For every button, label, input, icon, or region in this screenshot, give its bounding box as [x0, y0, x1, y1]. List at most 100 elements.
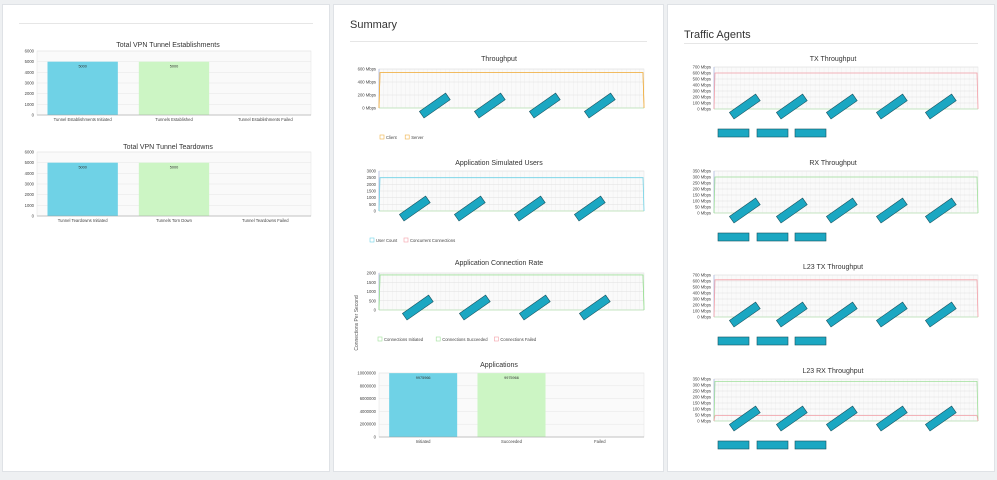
- x-tick-tag: [418, 92, 451, 119]
- y-tick-label: 400 Mbps: [358, 80, 376, 85]
- x-tick-tag: [775, 301, 808, 328]
- series-line: [713, 380, 979, 422]
- vpn-panel: Total VPN Tunnel Establishments 0 1000 200…: [2, 4, 330, 472]
- x-tick-label: Tunnels Established: [155, 117, 193, 122]
- y-tick-label: 150 Mbps: [693, 401, 711, 406]
- x-tick-tag: [578, 294, 611, 321]
- y-tick-label: 250 Mbps: [693, 389, 711, 394]
- series-line: [378, 177, 645, 212]
- y-tick-label: 400 Mbps: [693, 291, 711, 296]
- series-line: [378, 274, 645, 311]
- chart-tunnel-establishments: Total VPN Tunnel Establishments 0 1000 200…: [25, 42, 312, 122]
- legend-tag: [756, 232, 789, 242]
- x-tick-tag: [573, 195, 606, 222]
- bar: [47, 61, 118, 115]
- legend-entry: Concurrent Connections: [410, 238, 455, 243]
- y-tick-label: 4000000: [360, 409, 377, 414]
- x-tick-tag: [924, 405, 957, 432]
- legend-tag: [794, 232, 827, 242]
- y-tick-label: 200 Mbps: [693, 303, 711, 308]
- legend-entry: Connections Failed: [500, 337, 537, 342]
- y-tick-label: 8000000: [360, 383, 377, 388]
- panel-divider: [19, 23, 313, 24]
- legend-tag: [794, 128, 827, 138]
- bar-value-label: 5000: [170, 65, 178, 69]
- x-tick-label: Tunnel Establishments Failed: [238, 117, 293, 122]
- x-tick-tag: [728, 93, 761, 120]
- legend-tag: [717, 232, 750, 242]
- x-tick-tag: [875, 301, 908, 328]
- x-tick-tag: [825, 197, 858, 224]
- x-tick-label: Tunnel Teardowns Failed: [242, 218, 289, 223]
- y-tick-label: 100 Mbps: [693, 309, 711, 314]
- chart-connection-rate: Application Connection Rate Connections …: [354, 260, 645, 351]
- y-tick-label: 1000: [367, 195, 377, 200]
- y-tick-label: 150 Mbps: [693, 193, 711, 198]
- legend-entry: Connections Succeeded: [442, 337, 488, 342]
- chart-title: L23 TX Throughput: [803, 264, 863, 271]
- y-tick-label: 0 Mbps: [697, 419, 711, 424]
- chart-applications: Applications 0 2000000 4000000 6000000 80000…: [357, 362, 645, 444]
- legend-tag: [794, 440, 827, 450]
- legend-tag: [717, 440, 750, 450]
- y-tick-label: 10000000: [357, 371, 376, 376]
- x-tick-tag: [513, 195, 546, 222]
- y-tick-label: 500 Mbps: [693, 77, 711, 82]
- y-tick-label: 3000: [367, 169, 377, 174]
- legend-tag: [717, 128, 750, 138]
- y-tick-label: 350 Mbps: [693, 377, 711, 382]
- bar: [138, 162, 210, 216]
- y-tick-label: 1000: [25, 203, 35, 208]
- y-tick-label: 600 Mbps: [693, 71, 711, 76]
- y-tick-label: 2000: [25, 91, 35, 96]
- y-tick-label: 0: [32, 214, 35, 219]
- y-tick-label: 300 Mbps: [693, 383, 711, 388]
- x-tick-tag: [458, 294, 491, 321]
- x-tick-tag: [775, 197, 808, 224]
- y-tick-label: 350 Mbps: [693, 169, 711, 174]
- y-tick-label: 2000: [25, 192, 35, 197]
- legend-entry: Client: [386, 135, 398, 140]
- x-tick-label: Tunnels Torn Down: [156, 218, 193, 223]
- legend-entry: Server: [411, 135, 424, 140]
- x-tick-tag: [775, 405, 808, 432]
- y-tick-label: 100 Mbps: [693, 199, 711, 204]
- x-tick-tag: [528, 92, 561, 119]
- panel-title: Summary: [350, 19, 398, 31]
- series-line: [713, 176, 979, 214]
- y-tick-label: 5000: [25, 160, 35, 165]
- bar-chart-body: 0 1000 2000 3000 4000 5000 6000 5000 Tunnel Esta…: [25, 49, 312, 122]
- y-tick-label: 200 Mbps: [693, 395, 711, 400]
- y-tick-label: 3000: [25, 81, 35, 86]
- panel-divider: [684, 43, 978, 44]
- x-tick-tag: [775, 93, 808, 120]
- y-tick-label: 1000: [25, 102, 35, 107]
- y-tick-label: 5000: [25, 59, 35, 64]
- y-tick-label: 250 Mbps: [693, 181, 711, 186]
- summary-panel: Summary Throughput 0 Mbps 200 Mbps 400 Mbp…: [333, 4, 664, 472]
- x-tick-tag: [825, 93, 858, 120]
- y-tick-label: 0 Mbps: [697, 211, 711, 216]
- bar-value-label: 5000: [78, 65, 86, 69]
- y-tick-label: 0: [374, 209, 377, 214]
- x-tick-label: Failed: [594, 439, 606, 444]
- x-tick-tag: [875, 93, 908, 120]
- x-tick-tag: [825, 405, 858, 432]
- y-tick-label: 0: [374, 308, 377, 313]
- y-tick-label: 0: [374, 435, 377, 440]
- legend-swatch: [404, 134, 410, 140]
- chart-throughput: Throughput 0 Mbps 200 Mbps 400 Mbps 600 Mbp…: [358, 56, 645, 140]
- x-tick-tag: [875, 197, 908, 224]
- chart-title: Application Connection Rate: [455, 260, 543, 267]
- x-tick-tag: [825, 301, 858, 328]
- y-tick-label: 3000: [25, 182, 35, 187]
- x-tick-tag: [728, 197, 761, 224]
- y-tick-label: 400 Mbps: [693, 83, 711, 88]
- bar-value-label: 9975966: [416, 376, 431, 380]
- legend-tag: [756, 440, 789, 450]
